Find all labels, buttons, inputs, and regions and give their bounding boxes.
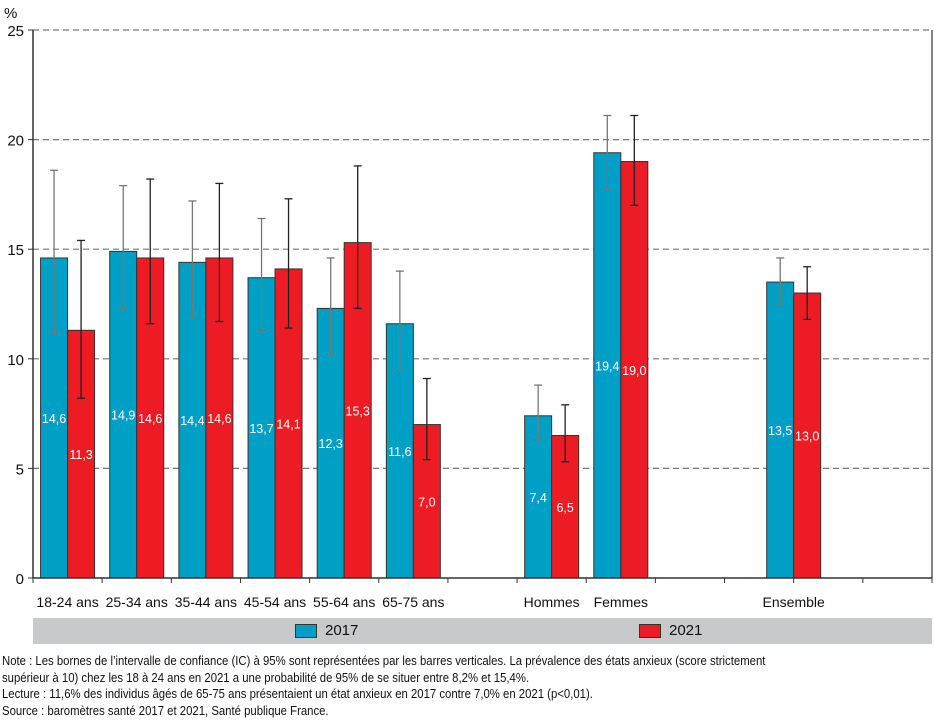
- data-label-2017: 12,3: [319, 437, 343, 451]
- legend-swatch-2021: [639, 623, 661, 638]
- data-label-2017: 14,6: [42, 412, 66, 426]
- data-label-2021: 19,0: [622, 364, 646, 378]
- y-axis-ticks: 0 5 10 15 20 25: [7, 23, 33, 588]
- bar-2017: [524, 415, 553, 579]
- note-line-1: Note : Les bornes de l’intervalle de con…: [2, 653, 766, 668]
- y-tick-label: 25: [7, 23, 24, 40]
- data-label-2021: 15,3: [346, 404, 370, 418]
- data-label-2017: 13,7: [249, 422, 273, 436]
- x-tick-label: 35-44 ans: [175, 594, 237, 610]
- x-tick-label: Ensemble: [763, 594, 825, 610]
- y-tick-label: 15: [7, 242, 24, 259]
- x-tick-label: 18-24 ans: [36, 594, 98, 610]
- data-label-2017: 11,6: [388, 445, 411, 459]
- lecture-text: Lecture : 11,6% des individus âgés de 65…: [2, 686, 593, 701]
- bar-2021: [793, 292, 822, 579]
- y-axis-label: %: [4, 5, 17, 22]
- data-label-2021: 14,6: [138, 412, 162, 426]
- y-tick-label: 20: [7, 133, 24, 150]
- legend: 2017 2021: [33, 618, 932, 644]
- x-tick-label: 65-75 ans: [382, 594, 444, 610]
- legend-swatch-2017: [295, 623, 317, 638]
- bars: 14,611,314,9 14,6 14,4 14,613,7 14,112,315,3…: [40, 114, 822, 579]
- source-text: Source : baromètres santé 2017 et 2021, …: [2, 702, 329, 718]
- data-label-2017: 14,9: [111, 409, 135, 423]
- bar-2021: [620, 161, 649, 579]
- gridlines: [32, 29, 933, 578]
- x-tick-label: 45-54 ans: [244, 594, 306, 610]
- x-tick-label: 25-34 ans: [106, 594, 168, 610]
- x-tick-label: Femmes: [594, 594, 648, 610]
- chart-notes: Note : Les bornes de l’intervalle de con…: [2, 653, 802, 719]
- data-label-2021: 6,5: [556, 501, 573, 515]
- data-label-2021: 7,0: [418, 495, 435, 509]
- data-label-2017: 13,5: [768, 424, 792, 438]
- data-label-2021: 11,3: [69, 448, 92, 462]
- bar-2017: [593, 152, 622, 579]
- legend-item-2021: 2021: [639, 622, 702, 639]
- y-tick-label: 5: [16, 461, 24, 478]
- legend-item-2017: 2017: [295, 622, 358, 639]
- data-label-2021: 14,6: [207, 412, 231, 426]
- data-label-2017: 19,4: [595, 359, 619, 373]
- x-tick-label: Hommes: [524, 594, 580, 610]
- x-tick-label: 55-64 ans: [313, 594, 375, 610]
- legend-label-2017: 2017: [325, 622, 359, 639]
- legend-label-2021: 2021: [669, 622, 703, 639]
- data-label-2021: 14,1: [276, 417, 300, 431]
- note-line-2: supérieur à 10) chez les 18 à 24 ans en …: [2, 669, 530, 685]
- y-tick-label: 10: [7, 352, 24, 369]
- y-tick-label: 0: [16, 571, 24, 588]
- x-axis: 18-24 ans 25-34 ans 35-44 ans 45-54 ans 55-6…: [32, 577, 933, 610]
- data-label-2021: 13,0: [795, 430, 819, 444]
- data-label-2017: 14,4: [180, 414, 204, 428]
- data-label-2017: 7,4: [529, 491, 546, 505]
